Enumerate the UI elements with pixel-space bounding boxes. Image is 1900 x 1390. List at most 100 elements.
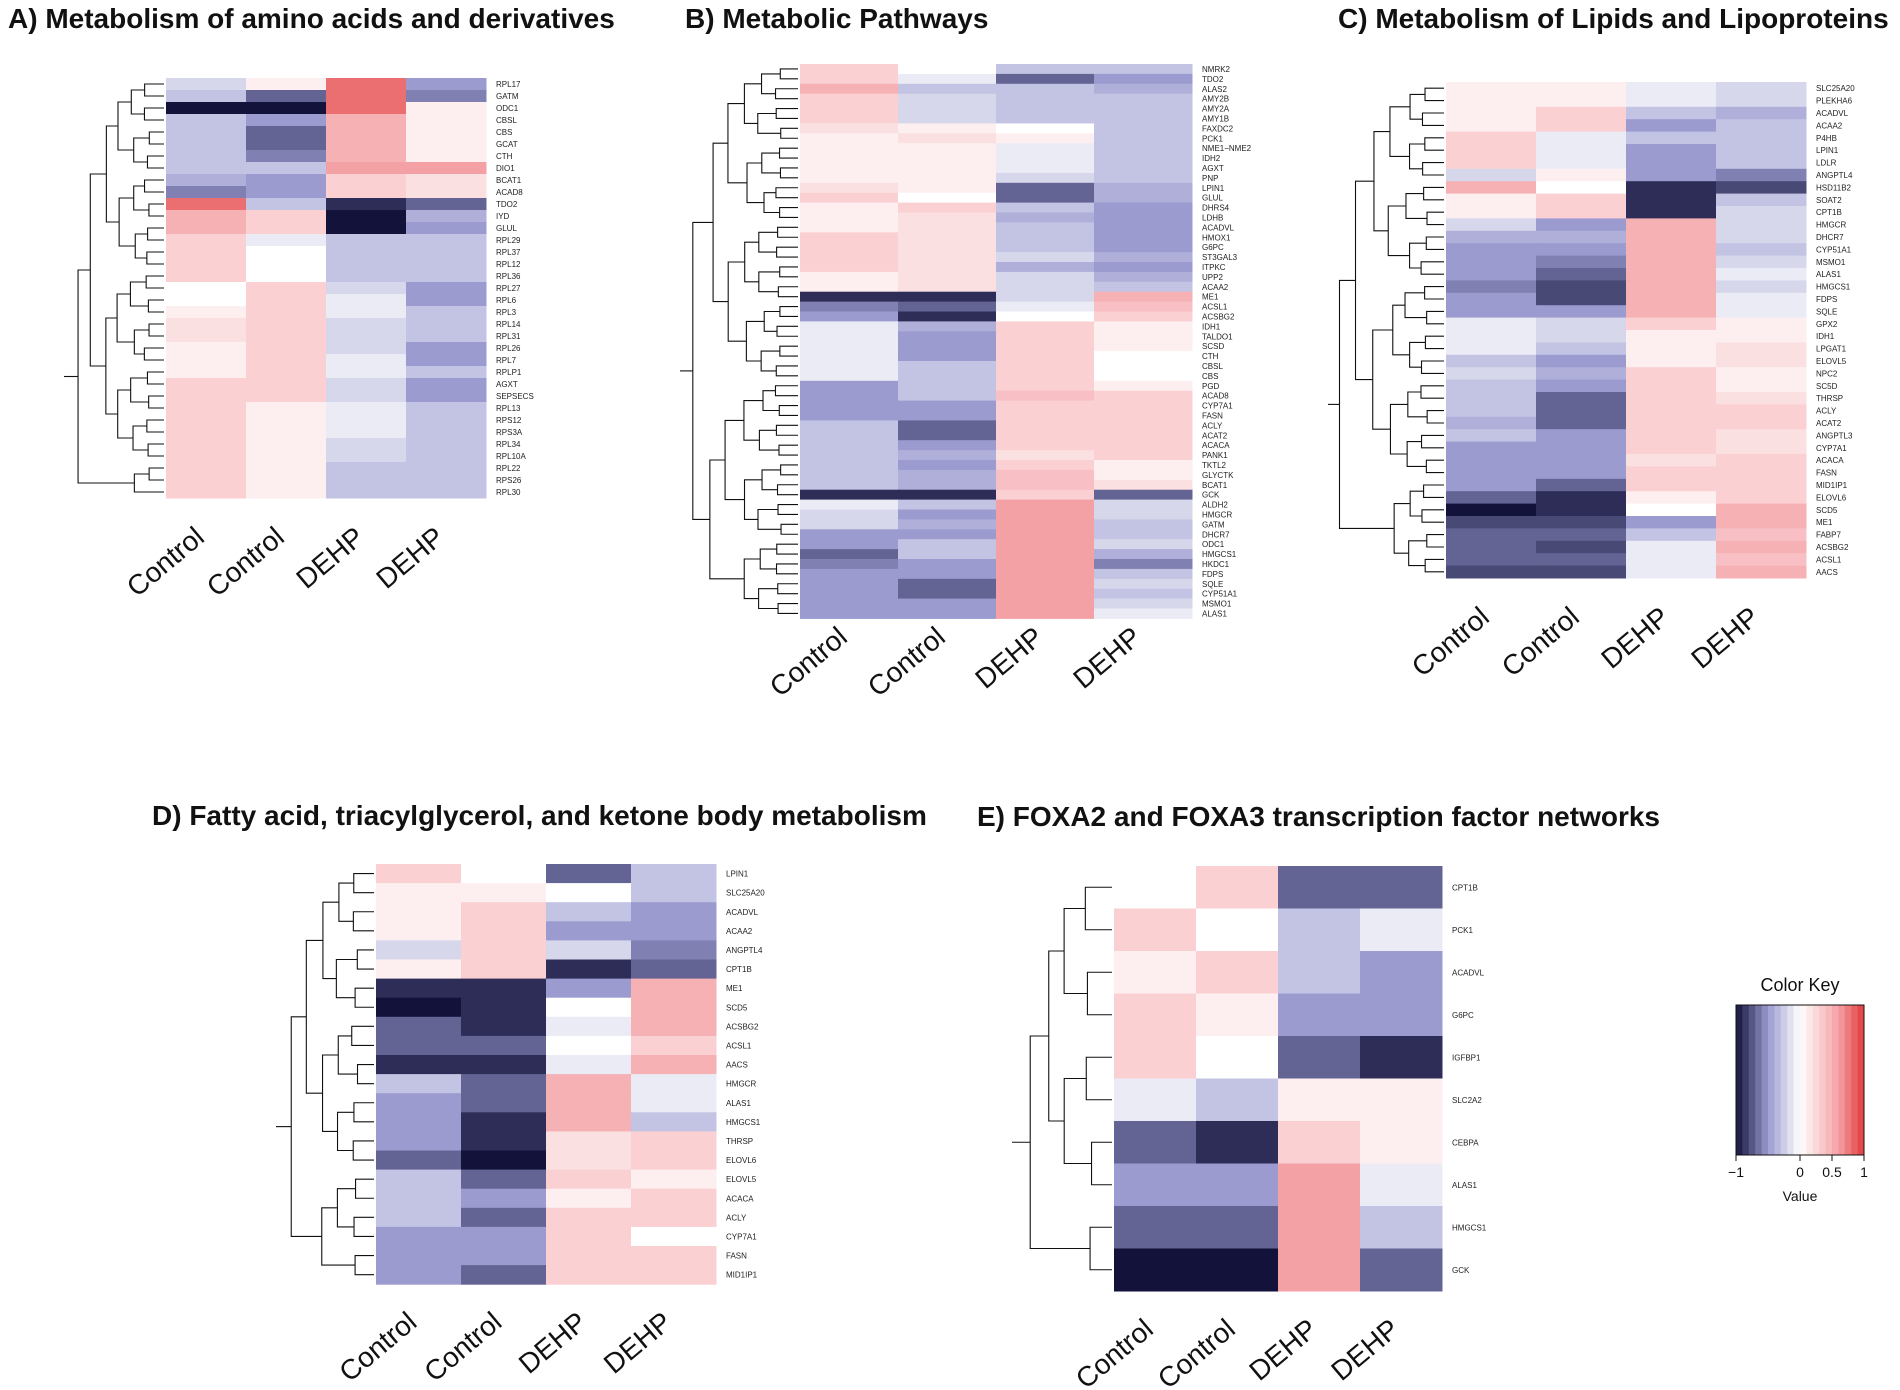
gene-label: ACSBG2 (1816, 543, 1849, 552)
gene-label: FABP7 (1816, 531, 1841, 540)
heatmap-cell (800, 252, 899, 263)
gene-label: ITPKC (1202, 263, 1226, 272)
column-label: DEHP (1595, 601, 1675, 675)
heatmap-cell (1536, 516, 1627, 529)
dendrogram-branch (144, 83, 164, 97)
heatmap-cell (406, 138, 487, 151)
dendrogram-branch (356, 949, 374, 970)
heatmap-cell (996, 133, 1095, 144)
heatmap-cell (800, 192, 899, 204)
heatmap-cell (1446, 268, 1537, 281)
heatmap-cell (996, 182, 1095, 194)
heatmap-cell (546, 1150, 632, 1171)
heatmap-cell (1094, 370, 1193, 382)
heatmap-cell (1360, 1078, 1443, 1122)
heatmap-cell (326, 414, 407, 427)
heatmap-cell (1716, 478, 1807, 492)
heatmap-cell (1626, 553, 1717, 567)
heatmap-cell (326, 198, 407, 211)
heatmap-cell (1626, 144, 1717, 157)
heatmap-cell (166, 270, 247, 283)
gene-label: RPL3 (496, 308, 517, 317)
heatmap-cell (246, 342, 327, 355)
heatmap-cell (898, 143, 997, 154)
heatmap-cell (996, 331, 1095, 342)
heatmap-cell (246, 474, 327, 487)
dendrogram-branch (777, 504, 798, 515)
heatmap-cell (631, 1207, 717, 1228)
heatmap-cell (1536, 528, 1627, 542)
heatmap-cell (1196, 993, 1279, 1037)
heatmap-cell (800, 341, 899, 352)
dendrogram-branch (775, 365, 798, 377)
heatmap-cell (1716, 454, 1807, 467)
dendrogram-branch (1409, 242, 1427, 269)
gene-label: DHRS4 (1202, 204, 1230, 213)
gene-label: SLC25A20 (726, 889, 765, 898)
dendrogram-branch (1085, 1056, 1112, 1101)
heatmap-cell (1716, 565, 1807, 579)
heatmap-cell (326, 102, 407, 115)
heatmap-cell (546, 1112, 632, 1132)
heatmap-cell (631, 1226, 717, 1247)
heatmap-cell (461, 1035, 547, 1056)
heatmap-cell (1278, 951, 1361, 994)
dendrogram-branch (1086, 971, 1112, 1016)
gene-label: LPIN1 (1816, 146, 1839, 155)
heatmap-cell (1536, 404, 1627, 418)
gene-label: GATM (496, 92, 519, 101)
gene-label: RPL30 (496, 488, 521, 497)
gene-label: ANGPTL4 (726, 946, 763, 955)
heatmap-cell (996, 281, 1095, 293)
heatmap-cell (326, 174, 407, 187)
heatmap-cell (898, 598, 997, 609)
heatmap-cell (631, 1169, 717, 1190)
heatmap-cell (406, 282, 487, 295)
gene-label: CYP51A1 (1816, 245, 1852, 254)
dendrogram-branch (761, 152, 781, 174)
heatmap-cell (166, 78, 247, 91)
dendrogram-branch (116, 293, 135, 343)
heatmap-cell (898, 252, 997, 263)
heatmap-cell (800, 143, 899, 154)
gene-label: ACADVL (1452, 968, 1485, 977)
heatmap-cell (376, 902, 462, 922)
heatmap-cell (1278, 1036, 1361, 1079)
heatmap-cell (166, 258, 247, 271)
dendrogram-branch (335, 958, 358, 999)
heatmap-cell (1094, 351, 1193, 362)
heatmap-cell (406, 414, 487, 427)
heatmap-cell (898, 222, 997, 233)
heatmap-cell (1716, 168, 1807, 182)
heatmap-cell (326, 246, 407, 259)
column-label: Control (1496, 601, 1585, 683)
heatmap-cell (1536, 156, 1627, 170)
heatmap-cell (898, 64, 997, 75)
heatmap-cell (996, 568, 1095, 580)
heatmap-cell (326, 90, 407, 103)
gene-label: GLUL (1202, 194, 1223, 203)
heatmap-cell (461, 921, 547, 941)
heatmap-cell (898, 578, 997, 590)
heatmap-cell (800, 499, 899, 510)
heatmap-cell (898, 301, 997, 312)
heatmap-cell (631, 1093, 717, 1113)
dendrogram-branch (1426, 310, 1444, 325)
heatmap-cell (1536, 168, 1627, 182)
heatmap-cell (1716, 82, 1807, 95)
heatmap-cell (246, 450, 327, 463)
gene-label: GLYCTK (1202, 471, 1234, 480)
heatmap-cell (166, 462, 247, 475)
heatmap-cell (1446, 82, 1537, 95)
heatmap-cell (1446, 119, 1537, 133)
heatmap-cell (996, 64, 1095, 75)
column-label: Control (1152, 1313, 1241, 1390)
heatmap-cell (246, 318, 327, 331)
heatmap-cell (1626, 206, 1717, 219)
heatmap-cell (1626, 379, 1717, 393)
heatmap-cell (800, 301, 899, 312)
heatmap-cell (1094, 113, 1193, 124)
heatmap-cell (1446, 230, 1537, 244)
dendrogram-branch (1426, 211, 1444, 226)
gene-label: ACSL1 (1816, 555, 1842, 564)
